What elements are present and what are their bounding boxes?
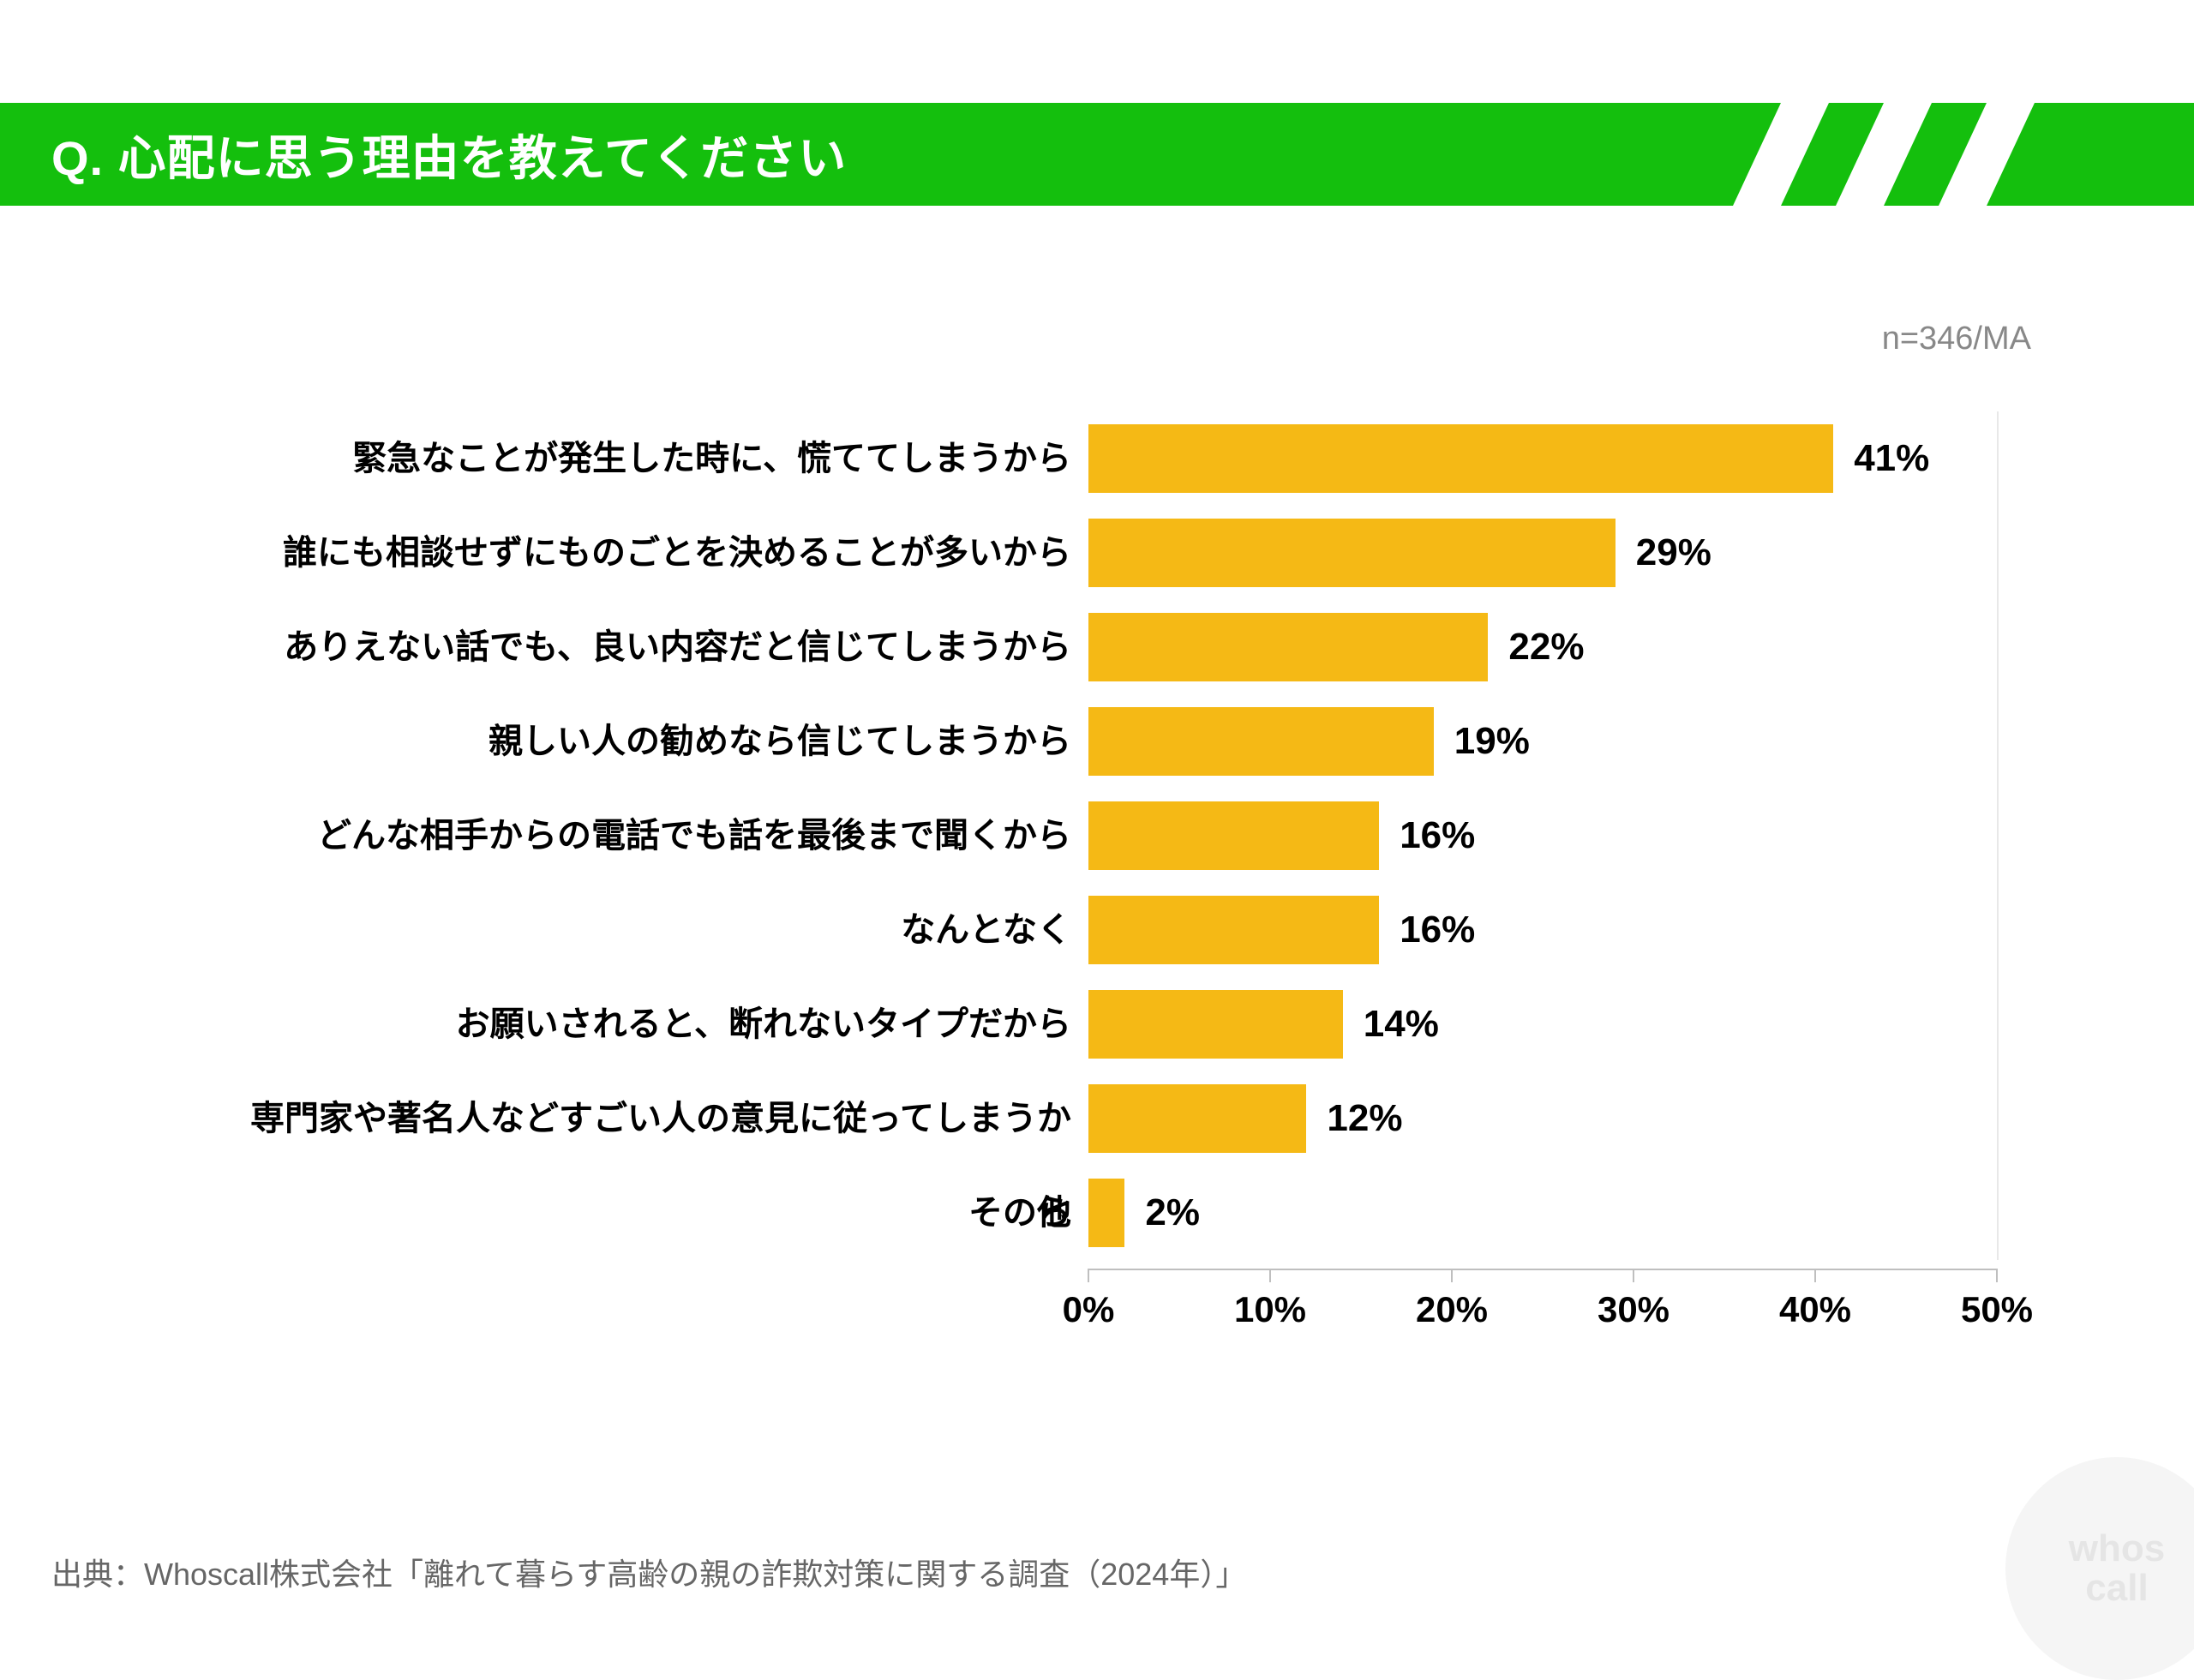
x-tick (1269, 1269, 1271, 1282)
x-tick (1088, 1269, 1089, 1282)
bar (1088, 424, 1833, 493)
watermark-line2: call (2085, 1567, 2148, 1609)
x-tick-label: 30% (1598, 1289, 1669, 1330)
bar-value-label: 19% (1454, 707, 1530, 776)
sample-size-note: n=346/MA (1882, 321, 2031, 357)
bar-value-label: 29% (1636, 519, 1711, 587)
bar-value-label: 14% (1364, 990, 1439, 1059)
bar-category-label: その他 (223, 1166, 1071, 1260)
bar (1088, 990, 1343, 1059)
bar-category-label: 親しい人の勧めなら信じてしまうから (223, 694, 1071, 789)
bar-value-label: 16% (1400, 801, 1475, 870)
x-tick-label: 10% (1234, 1289, 1306, 1330)
x-tick-label: 50% (1961, 1289, 2033, 1330)
bar-category-label: 専門家や著名人などすごい人の意見に従ってしまうから (223, 1071, 1071, 1166)
bar-value-label: 2% (1145, 1179, 1200, 1247)
header-banner: Q. 心配に思う理由を教えてください (0, 103, 2194, 206)
bar-value-label: 22% (1508, 613, 1584, 681)
page: Q. 心配に思う理由を教えてください n=346/MA 0% 10% 20% 30% 4… (0, 0, 2194, 1646)
bar (1088, 801, 1379, 870)
bar-category-label: ありえない話でも、良い内容だと信じてしまうから (223, 600, 1071, 694)
bar-category-label: 誰にも相談せずにものごとを決めることが多いから (223, 506, 1071, 600)
bar (1088, 1179, 1124, 1247)
x-tick-label: 40% (1779, 1289, 1851, 1330)
watermark-logo: whos call (2005, 1457, 2194, 1680)
x-tick-label: 20% (1416, 1289, 1488, 1330)
bar (1088, 613, 1488, 681)
x-axis (1088, 1269, 1997, 1270)
x-tick (1996, 1269, 1998, 1282)
bar-category-label: 緊急なことが発生した時に、慌ててしまうから (223, 411, 1071, 506)
bar-category-label: どんな相手からの電話でも話を最後まで聞くから (223, 789, 1071, 883)
bar (1088, 1084, 1306, 1153)
bar-value-label: 16% (1400, 896, 1475, 964)
x-tick-label: 0% (1063, 1289, 1115, 1330)
bar (1088, 707, 1434, 776)
bar (1088, 519, 1616, 587)
bar-category-label: なんとなく (223, 883, 1071, 977)
bar (1088, 896, 1379, 964)
x-tick (1814, 1269, 1816, 1282)
plot-right-border (1997, 411, 1999, 1260)
source-citation: 出典：Whoscall株式会社「離れて暮らす高齢の親の詐欺対策に関する調査（20… (51, 1550, 1246, 1594)
x-tick (1633, 1269, 1634, 1282)
watermark-line1: whos (2069, 1527, 2165, 1569)
bar-chart: 0% 10% 20% 30% 40% 50% 緊急なことが発生した時に、慌ててしまうから 41… (223, 411, 2057, 1371)
bar-value-label: 12% (1327, 1084, 1402, 1153)
bar-value-label: 41% (1854, 424, 1929, 493)
page-title: Q. 心配に思う理由を教えてください (51, 103, 847, 206)
x-tick (1451, 1269, 1453, 1282)
bar-category-label: お願いされると、断れないタイプだから (223, 977, 1071, 1071)
